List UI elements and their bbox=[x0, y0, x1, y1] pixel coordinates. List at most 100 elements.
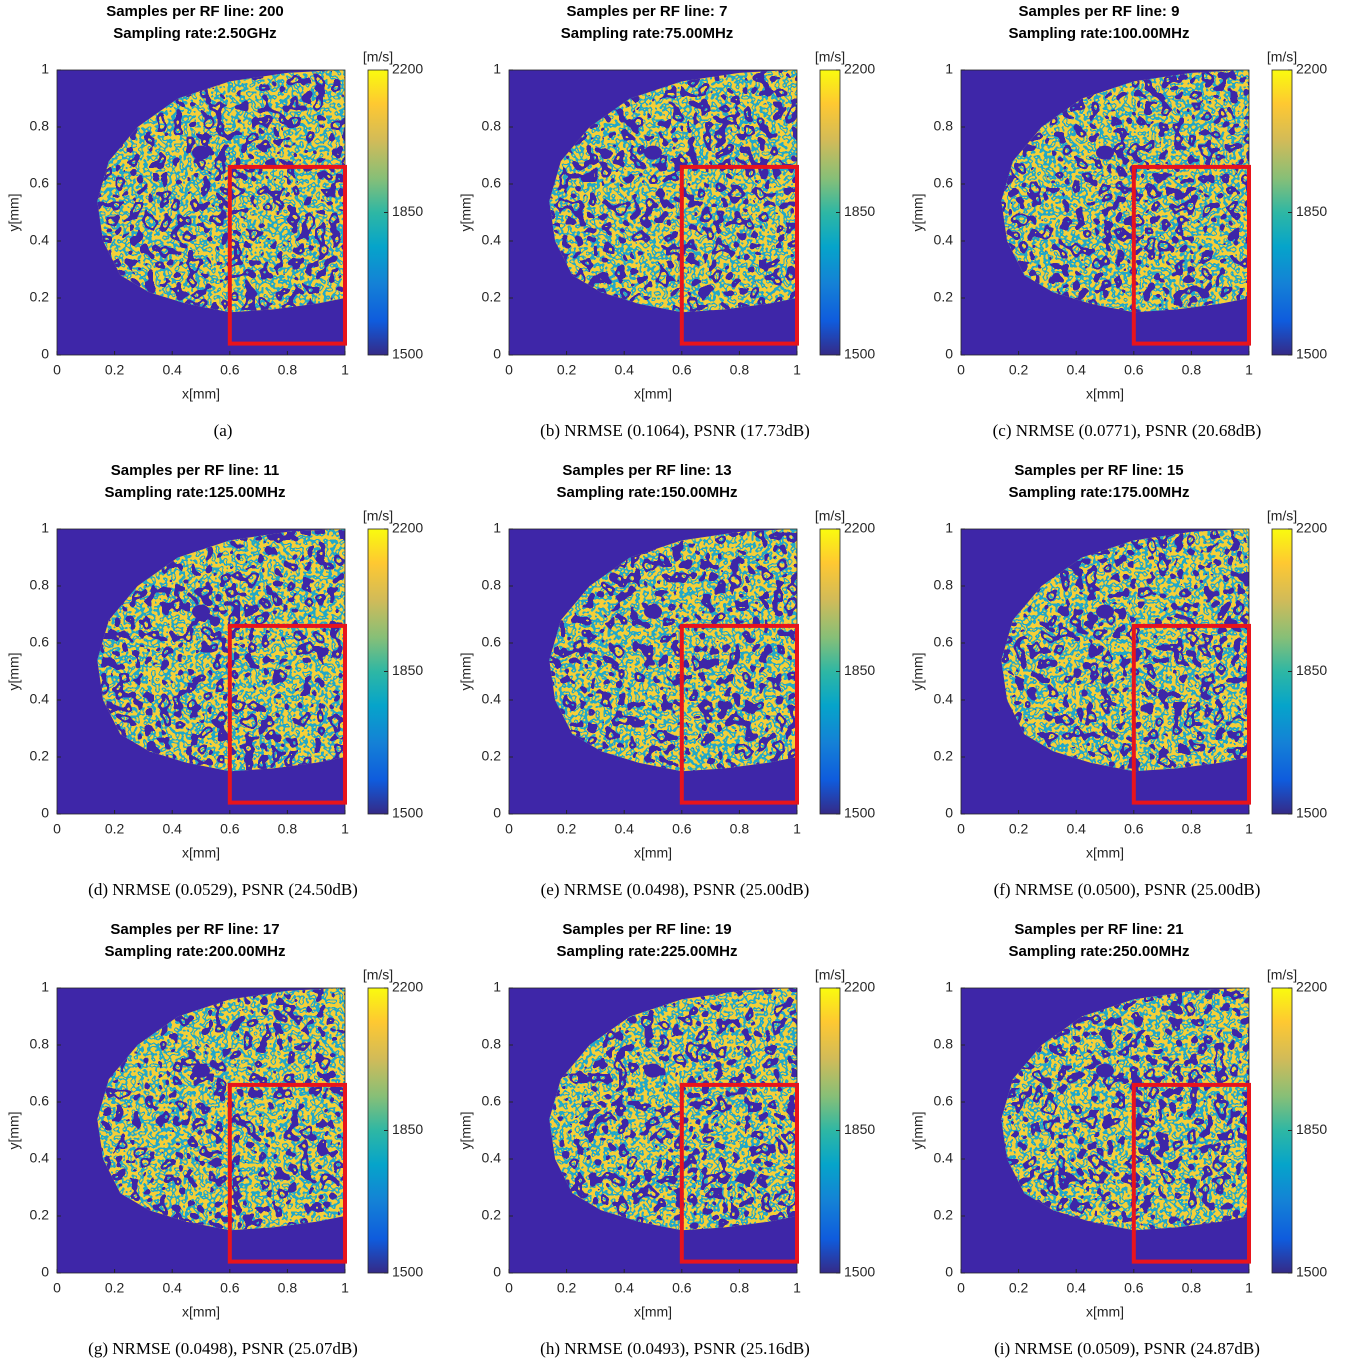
y-tick-label: 0.6 bbox=[30, 634, 50, 650]
y-tick-label: 1 bbox=[493, 520, 501, 536]
chart-title: Sampling rate:250.00MHz bbox=[1009, 943, 1190, 960]
y-tick-label: 0.2 bbox=[482, 748, 502, 764]
chart-title: Sampling rate:225.00MHz bbox=[557, 943, 738, 960]
region-box bbox=[227, 1082, 347, 1264]
y-tick-label: 0.2 bbox=[30, 1207, 50, 1223]
y-tick-label: 0.8 bbox=[934, 577, 954, 593]
x-tick-label: 0.2 bbox=[557, 821, 577, 837]
y-tick-label: 1 bbox=[41, 520, 49, 536]
y-tick-label: 0 bbox=[493, 805, 501, 821]
colorbar-label: [m/s] bbox=[815, 508, 845, 524]
region-box bbox=[679, 623, 799, 805]
colorbar-label: [m/s] bbox=[815, 967, 845, 983]
colorbar-tick-label: 1500 bbox=[392, 346, 423, 362]
caption: (h) NRMSE (0.0493), PSNR (25.16dB) bbox=[540, 1339, 810, 1358]
y-tick-label: 0.6 bbox=[934, 1093, 954, 1109]
chart-title: Sampling rate:125.00MHz bbox=[105, 484, 286, 501]
y-tick-label: 0.8 bbox=[30, 118, 50, 134]
colorbar-tick-label: 1500 bbox=[1296, 346, 1327, 362]
x-tick-label: 0.6 bbox=[1124, 1280, 1144, 1296]
hole bbox=[192, 604, 210, 619]
hole bbox=[644, 604, 662, 619]
y-tick-label: 0.6 bbox=[482, 175, 502, 191]
x-tick-label: 0.2 bbox=[557, 1280, 577, 1296]
x-tick-label: 0.6 bbox=[220, 821, 240, 837]
x-tick-label: 0 bbox=[505, 821, 513, 837]
y-tick-label: 0.2 bbox=[30, 289, 50, 305]
x-tick-label: 0.4 bbox=[614, 821, 634, 837]
x-tick-label: 0.6 bbox=[220, 362, 240, 378]
chart-title: Samples per RF line: 9 bbox=[1019, 3, 1180, 20]
y-tick-label: 0.8 bbox=[30, 577, 50, 593]
colorbar-label: [m/s] bbox=[363, 967, 393, 983]
x-tick-label: 0.2 bbox=[105, 1280, 125, 1296]
x-tick-label: 0.2 bbox=[1009, 821, 1029, 837]
x-tick-label: 0.4 bbox=[162, 821, 182, 837]
x-axis-label: x[mm] bbox=[182, 386, 220, 402]
y-tick-label: 0.8 bbox=[30, 1036, 50, 1052]
y-axis-label: y[mm] bbox=[910, 652, 926, 690]
caption: (e) NRMSE (0.0498), PSNR (25.00dB) bbox=[541, 880, 810, 899]
x-tick-label: 0.8 bbox=[1182, 362, 1202, 378]
x-tick-label: 0.6 bbox=[672, 821, 692, 837]
x-axis-label: x[mm] bbox=[634, 386, 672, 402]
chart-title: Samples per RF line: 13 bbox=[562, 462, 731, 479]
y-tick-label: 0 bbox=[41, 346, 49, 362]
colorbar-tick-label: 1500 bbox=[844, 805, 875, 821]
caption: (b) NRMSE (0.1064), PSNR (17.73dB) bbox=[540, 421, 810, 440]
x-tick-label: 0.6 bbox=[672, 362, 692, 378]
hole bbox=[192, 145, 210, 160]
y-axis-label: y[mm] bbox=[6, 1111, 22, 1149]
y-tick-label: 1 bbox=[41, 979, 49, 995]
y-tick-label: 0.8 bbox=[482, 577, 502, 593]
x-tick-label: 0.6 bbox=[672, 1280, 692, 1296]
region-box bbox=[1131, 1082, 1252, 1264]
y-tick-label: 0 bbox=[41, 1264, 49, 1280]
x-tick-label: 0.8 bbox=[1182, 1280, 1202, 1296]
hole bbox=[644, 145, 662, 160]
y-tick-label: 0 bbox=[945, 805, 953, 821]
y-axis-label: y[mm] bbox=[6, 652, 22, 690]
colorbar-tick-label: 2200 bbox=[392, 520, 423, 536]
y-tick-label: 0.6 bbox=[482, 634, 502, 650]
colorbar-tick-label: 2200 bbox=[1296, 61, 1327, 77]
x-tick-label: 0.8 bbox=[730, 362, 750, 378]
chart-title: Sampling rate:150.00MHz bbox=[557, 484, 738, 501]
colorbar-tick-label: 2200 bbox=[392, 979, 423, 995]
y-tick-label: 0.8 bbox=[934, 118, 954, 134]
hole bbox=[192, 1063, 210, 1078]
x-tick-label: 0.4 bbox=[614, 1280, 634, 1296]
chart-title: Sampling rate:75.00MHz bbox=[561, 25, 734, 42]
caption: (i) NRMSE (0.0509), PSNR (24.87dB) bbox=[994, 1339, 1260, 1358]
x-tick-label: 0 bbox=[53, 362, 61, 378]
region-box bbox=[679, 1082, 799, 1264]
colorbar-tick-label: 1850 bbox=[392, 1121, 423, 1137]
hole bbox=[1096, 145, 1114, 160]
y-axis-label: y[mm] bbox=[458, 193, 474, 231]
caption: (a) bbox=[214, 421, 233, 440]
chart-title: Samples per RF line: 15 bbox=[1014, 462, 1183, 479]
chart-title: Samples per RF line: 21 bbox=[1014, 921, 1183, 938]
y-tick-label: 0.8 bbox=[482, 118, 502, 134]
x-tick-label: 0.8 bbox=[278, 821, 298, 837]
x-axis-label: x[mm] bbox=[182, 845, 220, 861]
x-axis-label: x[mm] bbox=[1086, 845, 1124, 861]
y-tick-label: 0.4 bbox=[482, 1150, 502, 1166]
y-axis-label: y[mm] bbox=[458, 1111, 474, 1149]
y-tick-label: 0 bbox=[493, 346, 501, 362]
x-tick-label: 0 bbox=[957, 1280, 965, 1296]
x-tick-label: 0.8 bbox=[278, 1280, 298, 1296]
region-box bbox=[1131, 623, 1252, 805]
x-tick-label: 1 bbox=[341, 1280, 349, 1296]
x-tick-label: 1 bbox=[793, 1280, 801, 1296]
y-tick-label: 0.4 bbox=[934, 691, 954, 707]
x-tick-label: 0.4 bbox=[162, 1280, 182, 1296]
y-tick-label: 0.6 bbox=[482, 1093, 502, 1109]
colorbar-tick-label: 1850 bbox=[392, 662, 423, 678]
y-tick-label: 0.4 bbox=[934, 1150, 954, 1166]
y-tick-label: 1 bbox=[493, 979, 501, 995]
y-tick-label: 0.2 bbox=[30, 748, 50, 764]
colorbar-label: [m/s] bbox=[1267, 967, 1297, 983]
colorbar-tick-label: 1850 bbox=[1296, 1121, 1327, 1137]
